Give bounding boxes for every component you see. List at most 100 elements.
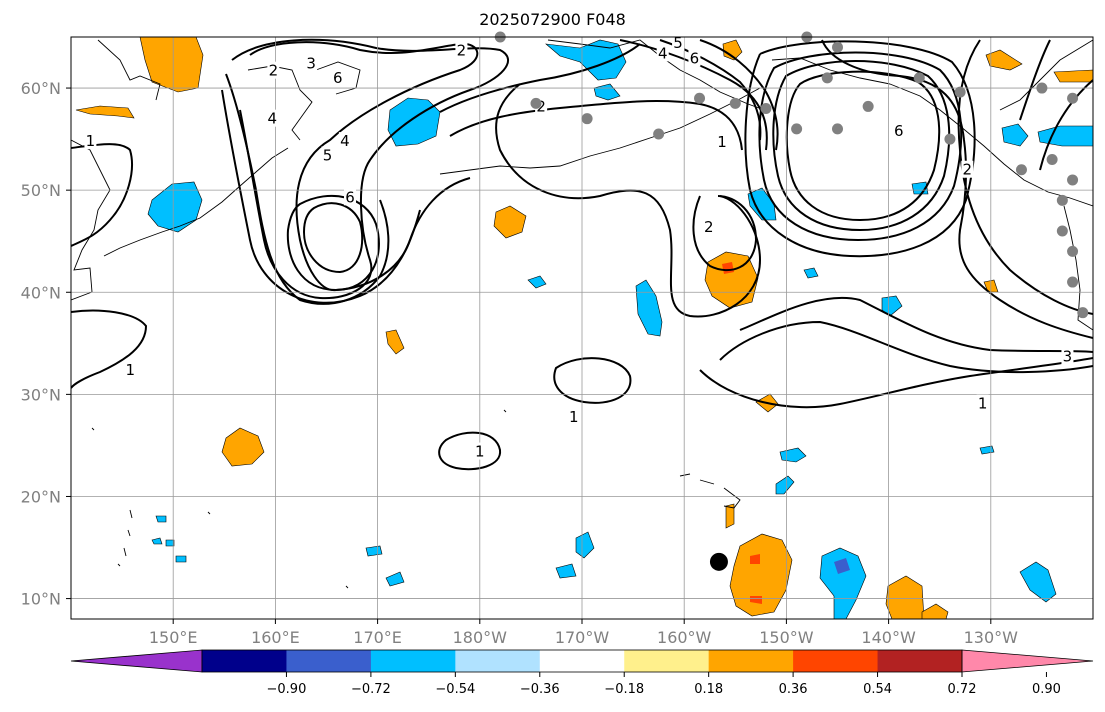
station-dot — [1046, 154, 1058, 166]
shade-blue — [365, 545, 383, 557]
contour-label: 4 — [340, 132, 350, 150]
contour-line — [286, 194, 380, 292]
contour-label-bg — [338, 132, 351, 150]
coastline — [103, 147, 289, 257]
shade-orange — [985, 49, 1023, 71]
colorbar-segment — [708, 650, 794, 672]
lon-tick-label: 130°W — [964, 628, 1019, 647]
contour-label-bg — [321, 146, 334, 164]
contour-line — [439, 43, 641, 113]
station-dot — [694, 92, 706, 104]
colorbar-segment — [455, 650, 541, 672]
contour-line — [619, 39, 768, 151]
contour-line — [71, 143, 133, 247]
contour-label-bg — [567, 407, 580, 425]
contour-label: 2 — [963, 161, 973, 179]
station-dot — [1015, 164, 1027, 176]
shade-orange — [725, 503, 735, 529]
colorbar-segment — [624, 650, 710, 672]
shade-blue — [881, 295, 903, 317]
storm-center-dot — [709, 552, 728, 571]
station-dot — [653, 128, 665, 140]
contour-label: 1 — [86, 132, 96, 150]
coastline — [679, 473, 741, 509]
station-dot — [729, 97, 741, 109]
station-dot — [1067, 92, 1079, 104]
contour-label-bg — [716, 133, 729, 151]
lon-tick-label: 170°E — [353, 628, 402, 647]
contour-line — [553, 357, 632, 404]
shade-blue — [593, 83, 621, 101]
shade-blue — [747, 187, 777, 221]
axis-ticks: 10°N 20°N 30°N 40°N 50°N 60°N 150°E 160°E 170°E 1… — [21, 79, 1018, 647]
shade-blue — [175, 555, 187, 563]
contour-label: 2 — [704, 218, 714, 236]
station-dot — [1056, 194, 1068, 206]
shade-orange — [1053, 69, 1093, 83]
contour-label-bg — [455, 41, 468, 59]
contour-label: 4 — [658, 44, 668, 62]
lat-tick-label: 30°N — [21, 385, 61, 404]
shade-blue — [555, 563, 577, 579]
colorbar-segment — [793, 650, 879, 672]
shade-red — [750, 554, 760, 564]
contour-label: 1 — [717, 133, 727, 151]
shade-red — [722, 262, 734, 274]
station-dot — [530, 97, 542, 109]
shade-blue — [635, 279, 663, 337]
station-dot — [791, 123, 803, 135]
contour-label: 3 — [306, 55, 316, 73]
shade-blue — [1037, 125, 1093, 147]
shade-blue — [545, 39, 627, 81]
shade-blue — [147, 181, 203, 233]
station-dot — [832, 123, 843, 135]
contour-label: 2 — [536, 97, 546, 115]
coastline — [439, 87, 761, 175]
shade-blue — [1001, 123, 1029, 147]
map-title: 2025072900 F048 — [479, 10, 626, 29]
colorbar-tick-label: −0.90 — [267, 682, 307, 697]
station-markers — [494, 31, 1089, 319]
contour-label-bg — [672, 34, 685, 52]
lat-tick-label: 20°N — [21, 487, 61, 506]
contour-line — [231, 38, 510, 300]
station-dot — [1056, 225, 1068, 237]
colorbar-segment — [877, 650, 963, 672]
shade-blue — [775, 475, 795, 495]
colorbar-segment — [539, 650, 625, 672]
contour-line — [249, 41, 479, 292]
coastline — [999, 39, 1093, 111]
contour-label: 5 — [323, 146, 333, 164]
shade-blue — [387, 97, 441, 147]
coastline — [71, 139, 111, 301]
station-dot — [913, 72, 925, 84]
shade-blue — [819, 547, 867, 619]
contour-line — [772, 60, 951, 232]
station-dot — [862, 100, 874, 112]
contour-label-bg — [124, 360, 137, 378]
station-dot — [1067, 174, 1079, 186]
shade-orange — [885, 575, 925, 619]
contour-label-bg — [344, 188, 357, 206]
contour-line — [785, 70, 941, 222]
shade-blue — [385, 571, 405, 587]
shade-orange — [921, 603, 949, 619]
contour-label-bg — [84, 132, 97, 150]
colorbar-tick-label: 0.90 — [1032, 682, 1061, 697]
shade-orange — [493, 205, 527, 239]
colorbar-tick-label: 0.36 — [779, 682, 808, 697]
contour-line — [758, 51, 963, 242]
contour-label-bg — [266, 109, 279, 127]
coastline — [1063, 205, 1093, 331]
lon-tick-label: 140°W — [861, 628, 916, 647]
shade-blue — [575, 531, 595, 559]
contour-label: 1 — [475, 443, 485, 461]
lat-tick-label: 40°N — [21, 283, 61, 302]
contour-line — [71, 309, 148, 389]
colorbar-extend-high — [961, 649, 1094, 673]
contour-label: 6 — [345, 188, 355, 206]
lon-tick-label: 160°E — [251, 628, 300, 647]
colorbar-tick-label: −0.72 — [351, 682, 391, 697]
colorbar-tick-label: −0.18 — [604, 682, 644, 697]
